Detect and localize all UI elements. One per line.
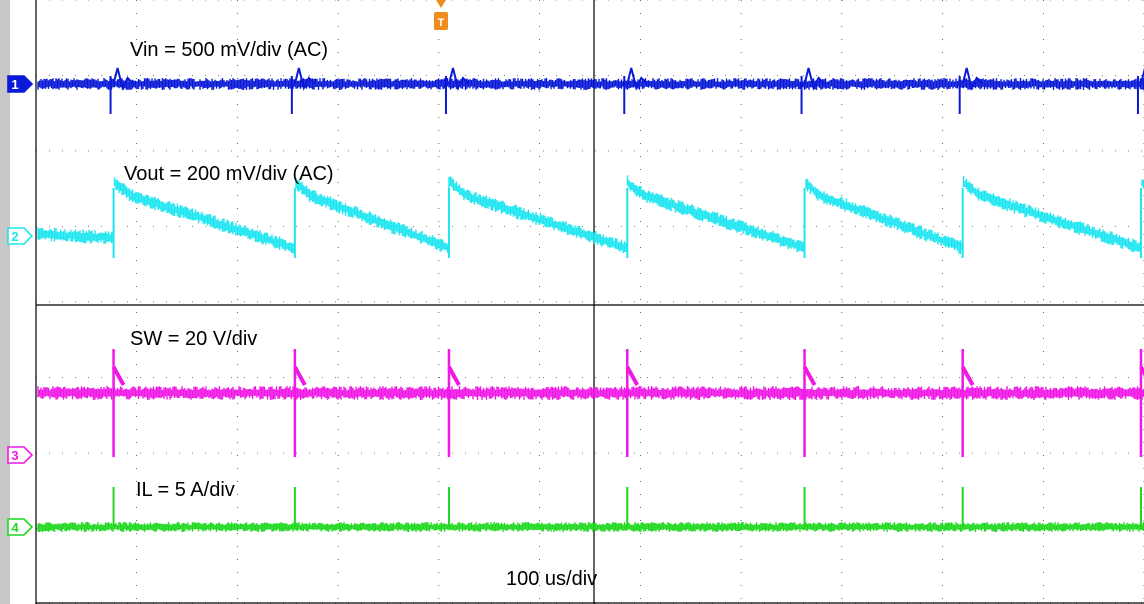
channel-2-trace [37, 175, 1144, 255]
trigger-marker-label: T [438, 17, 445, 29]
channel-3-trace [37, 386, 1144, 400]
left-channel-bar [0, 0, 10, 604]
channel-3-ringing [111, 366, 126, 386]
channel-1-ringing [626, 67, 648, 91]
channel-marker-label: 2 [11, 229, 18, 244]
channel-3-ringing [447, 366, 461, 386]
channel-marker-icon [7, 75, 34, 93]
channel-2-annotation: Vout = 200 mV/div (AC) [124, 163, 334, 185]
trigger-arrow-icon [436, 0, 446, 8]
channel-4-trace [37, 522, 1144, 532]
channel-marker-icon [7, 446, 34, 464]
channel-3-ringing [802, 366, 817, 386]
channel-marker-label: 4 [11, 520, 19, 535]
channel-4-annotation: IL = 5 A/div [136, 479, 235, 501]
channel-3-ringing [960, 366, 975, 386]
channel-1-ringing [448, 67, 470, 91]
channel-1-ringing [112, 67, 135, 91]
channel-1-ringing [803, 67, 826, 91]
trigger-marker[interactable]: T [434, 0, 448, 30]
channel-marker-icon [7, 518, 34, 536]
channel-3-ringing [293, 366, 307, 386]
channel-marker-label: 3 [11, 448, 18, 463]
channel-3-ringing [625, 366, 640, 386]
timebase-label: 100 us/div [506, 568, 597, 590]
channel-markers: 1 2 3 4 [7, 75, 34, 536]
channel-3-annotation: SW = 20 V/div [130, 328, 257, 350]
trigger-badge [434, 12, 448, 30]
channel-marker-icon [7, 227, 34, 245]
channel-3-ringing [1139, 366, 1144, 377]
waveform-traces [37, 67, 1144, 532]
channel-1-annotation: Vin = 500 mV/div (AC) [130, 39, 328, 61]
channel-marker-label: 1 [11, 77, 18, 92]
channel-1-ringing [961, 67, 984, 91]
channel-1-ringing [293, 67, 316, 91]
channel-1-trace [37, 78, 1144, 90]
